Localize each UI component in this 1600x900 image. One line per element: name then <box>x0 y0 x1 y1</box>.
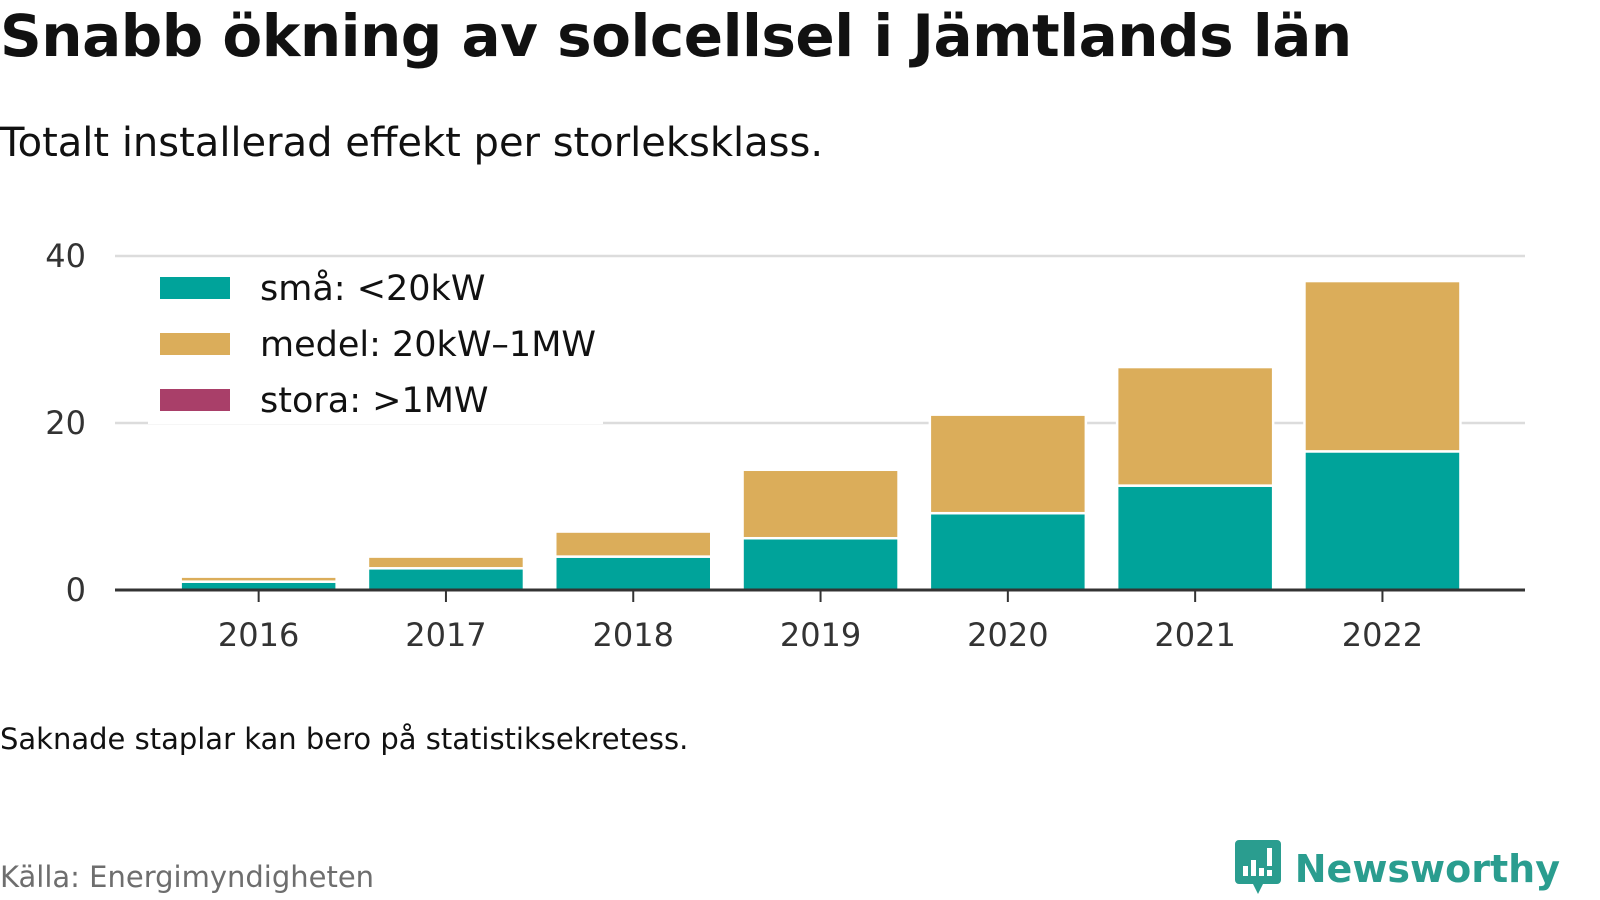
x-tick-label-2019: 2019 <box>780 616 861 654</box>
bar-segment-2019-s1 <box>741 468 900 540</box>
bar-segment-2021-s1 <box>1115 365 1275 487</box>
bar-segment-2020-s1 <box>928 413 1088 515</box>
bar-segment-2022-s0 <box>1303 450 1462 592</box>
bar-segment-2021-s0 <box>1115 484 1275 592</box>
chart-title: Snabb ökning av solcellsel i Jämtlands l… <box>0 2 1352 70</box>
y-tick-label: 40 <box>45 237 86 275</box>
brand-name: Newsworthy <box>1294 847 1560 891</box>
x-tick-label-2020: 2020 <box>967 616 1048 654</box>
legend-swatch-1 <box>160 333 230 355</box>
y-tick-label: 20 <box>45 404 86 442</box>
x-tick-label-2016: 2016 <box>218 616 299 654</box>
axes: 0 20 40 2016 2017 2018 2019 2020 2021 2022 <box>45 237 1525 654</box>
bar-segment-2019-s0 <box>741 536 900 592</box>
source-credit: Källa: Energimyndigheten <box>0 860 375 894</box>
footnote: Saknade staplar kan bero på statistiksek… <box>0 722 689 756</box>
bar-segment-2018-s0 <box>554 555 713 592</box>
bars <box>179 279 1462 592</box>
legend-label-1: medel: 20kW–1MW <box>260 325 596 365</box>
bar-segment-2016-s1 <box>179 575 338 583</box>
legend-label-0: små: <20kW <box>260 268 485 309</box>
bar-segment-2017-s0 <box>366 567 526 592</box>
legend-label-2: stora: >1MW <box>260 381 489 421</box>
x-tick-label-2018: 2018 <box>593 616 674 654</box>
newsworthy-logo: Newsworthy <box>1233 838 1560 900</box>
y-tick-label: 0 <box>66 571 86 609</box>
x-tick-label-2021: 2021 <box>1154 616 1235 654</box>
chart-subtitle: Totalt installerad effekt per storlekskl… <box>0 120 824 166</box>
legend-swatch-0 <box>160 277 230 299</box>
bar-segment-2017-s1 <box>366 555 526 570</box>
legend: små: <20kW medel: 20kW–1MW stora: >1MW <box>148 262 603 424</box>
bar-segment-2022-s1 <box>1303 279 1462 453</box>
bar-segment-2018-s1 <box>554 530 713 558</box>
x-tick-label-2017: 2017 <box>405 616 486 654</box>
bar-chart-speech-bubble-icon <box>1233 838 1283 900</box>
bar-segment-2020-s0 <box>928 511 1088 592</box>
legend-swatch-2 <box>160 389 230 411</box>
x-tick-label-2022: 2022 <box>1342 616 1423 654</box>
